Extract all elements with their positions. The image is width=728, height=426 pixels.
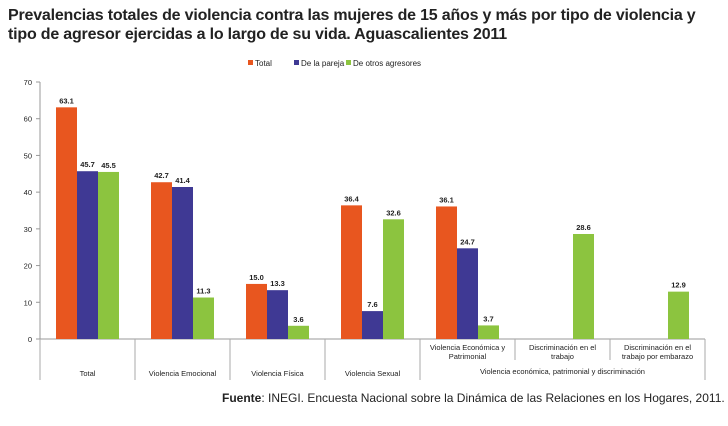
category-group-label: Violencia económica, patrimonial y discr… [480, 367, 645, 376]
category-label: Discriminación en el [529, 343, 596, 352]
y-tick-label: 40 [24, 188, 32, 197]
data-label: 36.1 [439, 195, 454, 204]
bar [56, 107, 77, 339]
category-label: Discriminación en el [624, 343, 691, 352]
bar [573, 233, 594, 339]
bar [436, 206, 457, 339]
y-tick-label: 70 [24, 78, 32, 87]
bar [193, 297, 214, 339]
bar [668, 291, 689, 339]
data-label: 11.3 [196, 287, 210, 296]
category-label: Violencia Económica y [430, 343, 506, 352]
data-label: 15.0 [249, 273, 264, 282]
legend-swatch [248, 60, 253, 65]
data-label: 45.7 [80, 160, 95, 169]
bar [172, 187, 193, 339]
category-label-line2: Patrimonial [449, 352, 487, 361]
y-tick-label: 0 [28, 335, 32, 344]
bar [383, 219, 404, 339]
y-tick-label: 60 [24, 115, 32, 124]
bar [341, 205, 362, 339]
y-tick-label: 20 [24, 262, 32, 271]
bar [478, 325, 499, 339]
data-label: 32.6 [386, 208, 401, 217]
bar [267, 290, 288, 339]
bar [246, 283, 267, 339]
bar [457, 248, 478, 339]
source-text: : INEGI. Encuesta Nacional sobre la Diná… [261, 391, 725, 405]
category-label-line2: trabajo por embarazo [622, 352, 693, 361]
data-label: 12.9 [671, 281, 686, 290]
data-label: 63.1 [59, 96, 74, 105]
data-label: 42.7 [154, 171, 169, 180]
bar [151, 182, 172, 339]
chart-title: Prevalencias totales de violencia contra… [8, 7, 696, 43]
data-label: 36.4 [344, 194, 359, 203]
y-tick-label: 50 [24, 151, 32, 160]
bar [98, 171, 119, 339]
data-label: 13.3 [270, 279, 285, 288]
data-label: 41.4 [175, 176, 190, 185]
legend-swatch [294, 60, 299, 65]
bar [362, 311, 383, 339]
legend-label: De la pareja [301, 59, 345, 68]
legend-swatch [346, 60, 351, 65]
category-label: Violencia Física [251, 369, 304, 378]
legend-label: Total [255, 59, 272, 68]
category-label: Total [80, 369, 96, 378]
data-label: 28.6 [576, 223, 591, 232]
y-tick-label: 10 [24, 298, 32, 307]
data-label: 3.6 [293, 315, 303, 324]
data-label: 3.7 [483, 314, 493, 323]
data-label: 7.6 [367, 300, 377, 309]
legend-label: De otros agresores [353, 59, 421, 68]
source-label: Fuente [222, 391, 262, 405]
data-label: 45.5 [101, 161, 116, 170]
bar [288, 325, 309, 339]
data-label: 24.7 [460, 237, 475, 246]
y-tick-label: 30 [24, 225, 32, 234]
category-label: Violencia Emocional [149, 369, 217, 378]
bar [77, 171, 98, 339]
category-label-line2: trabajo [551, 352, 574, 361]
source-note: Fuente: INEGI. Encuesta Nacional sobre l… [222, 391, 725, 405]
category-label: Violencia Sexual [345, 369, 401, 378]
